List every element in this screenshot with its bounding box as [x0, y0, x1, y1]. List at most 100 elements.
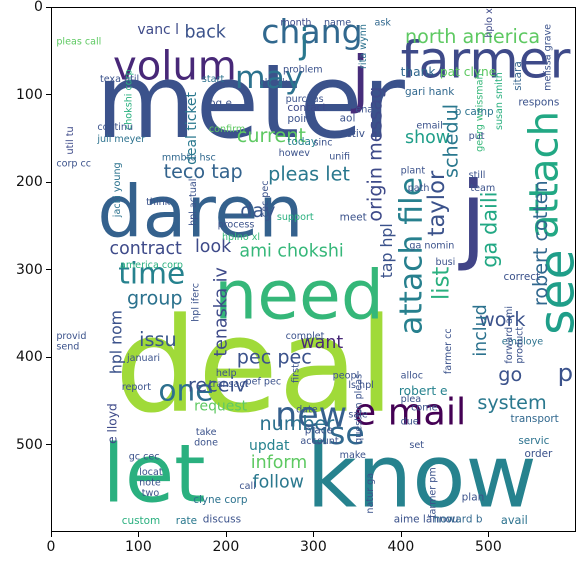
cloud-word: util tu	[65, 126, 76, 154]
cloud-word: north america	[405, 25, 540, 48]
cloud-word: rita wynn	[358, 24, 369, 69]
cloud-word: help	[216, 368, 237, 379]
cloud-word: deal	[115, 290, 395, 442]
cloud-word: first	[291, 364, 302, 383]
cloud-word: group	[127, 286, 183, 309]
cloud-word: natur ga	[365, 473, 376, 514]
cloud-word: aol	[340, 112, 356, 124]
cloud-word: system	[477, 391, 546, 414]
cloud-word: inform	[251, 453, 308, 473]
cloud-word: call	[239, 481, 255, 492]
cloud-word: chokshi corp	[123, 69, 134, 130]
cloud-word: team	[470, 183, 495, 194]
cloud-word: month	[280, 17, 311, 28]
cloud-word: transport	[510, 413, 558, 425]
cloud-word: think	[146, 197, 171, 208]
cloud-word: attach	[522, 111, 568, 239]
cloud-word: price	[558, 358, 575, 387]
cloud-word: america corp	[120, 260, 183, 271]
cloud-word: locat	[139, 467, 163, 478]
cloud-word: see	[528, 249, 575, 334]
x-tick-mark	[488, 532, 489, 537]
cloud-word: hpl iferc	[190, 283, 201, 322]
cloud-word: date	[296, 404, 318, 415]
cloud-word: continu	[97, 122, 133, 133]
cloud-word: updat	[249, 438, 290, 454]
cloud-word: plant	[401, 166, 426, 177]
cloud-word: process	[218, 220, 255, 231]
cloud-word: let	[103, 427, 206, 520]
cloud-word: new	[275, 395, 347, 435]
y-tick-label: 400	[16, 349, 43, 365]
y-tick-label: 200	[16, 174, 43, 190]
y-tick-label: 0	[34, 0, 43, 15]
cloud-word: tap hpl	[377, 223, 396, 278]
cloud-word: contact	[287, 102, 326, 114]
cloud-word: januari	[126, 353, 160, 364]
cloud-word: b camp	[455, 106, 494, 118]
cloud-word: gc cec	[129, 452, 160, 463]
cloud-word: tenaska iv	[211, 267, 231, 356]
cloud-word: ls hpl	[348, 380, 374, 391]
cloud-word: teco tap	[164, 160, 243, 183]
cloud-word: j	[299, 22, 310, 62]
cloud-word: aime lannou	[394, 513, 459, 525]
cloud-word: need	[214, 256, 384, 335]
cloud-word: sale	[348, 410, 368, 421]
cloud-word: make	[340, 450, 366, 461]
cloud-word: current	[237, 124, 307, 147]
cloud-word: e lloyd	[106, 403, 120, 444]
x-tick-mark	[225, 532, 227, 537]
x-tick-label: 500	[475, 539, 502, 555]
y-tick-mark	[46, 444, 51, 445]
cloud-word: farmer	[401, 31, 571, 90]
cloud-word: jacki young	[112, 162, 123, 218]
y-tick-mark	[46, 356, 51, 358]
x-tick-label: 400	[387, 539, 415, 555]
cloud-word: daren	[97, 170, 303, 253]
cloud-word: look	[195, 237, 232, 257]
cloud-word: pg e	[209, 97, 232, 109]
x-tick-label: 100	[125, 539, 152, 555]
cloud-word: rate	[176, 515, 197, 527]
cloud-word: support	[277, 212, 314, 223]
plot-area: meter deal daren know let need j j farmer see atta…	[51, 7, 576, 532]
cloud-word: corp cc	[56, 159, 91, 170]
cloud-word: farmer cc	[443, 328, 454, 374]
y-tick-label: 100	[16, 86, 43, 103]
cloud-word: sitara	[512, 61, 524, 91]
cloud-word: hpl actual	[188, 179, 199, 226]
cloud-word: note	[139, 478, 161, 489]
cloud-word: j	[350, 42, 369, 115]
y-tick-mark	[46, 6, 51, 8]
cloud-word: taylor	[424, 170, 450, 236]
cloud-word: servic	[518, 435, 549, 447]
cloud-word: employe	[502, 336, 543, 347]
cloud-word: start	[202, 74, 225, 85]
cloud-word: unifi	[329, 152, 350, 163]
cloud-word: hpl nom	[107, 310, 126, 374]
cloud-word: alloc	[401, 370, 423, 381]
cloud-word: may	[235, 60, 303, 96]
cloud-word: come	[411, 403, 437, 414]
cloud-word: j	[458, 161, 487, 273]
cloud-word: place	[305, 424, 333, 436]
cloud-word: two	[142, 488, 160, 499]
cloud-word: gari hank	[405, 86, 455, 98]
cloud-word: want	[300, 333, 343, 353]
cloud-word: pec pec	[237, 346, 312, 369]
cloud-word: custom	[122, 515, 161, 527]
cloud-word: issu	[139, 328, 176, 351]
cloud-word: ask	[375, 17, 392, 28]
cloud-word: provid	[56, 331, 86, 342]
cloud-word: take	[196, 427, 217, 438]
cloud-word: list	[429, 267, 455, 300]
cloud-word: plan	[462, 491, 485, 503]
cloud-word: melissa grave	[543, 24, 554, 91]
cloud-word: question pleas	[353, 374, 364, 444]
cloud-word: go	[498, 363, 522, 386]
cloud-word: sinc	[314, 138, 333, 149]
cloud-word: problem	[283, 65, 323, 76]
